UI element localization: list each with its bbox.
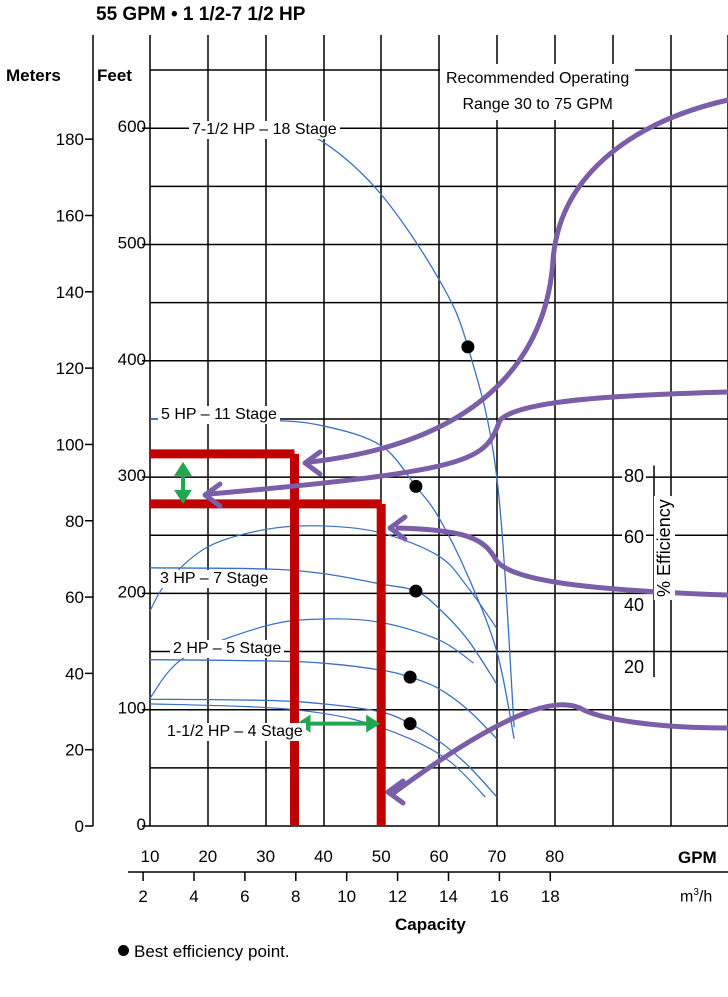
efficiency-axis-label: % Efficiency xyxy=(654,496,675,600)
m3h-tick-label-12: 12 xyxy=(388,887,407,906)
m3h-tick-label-10: 10 xyxy=(337,887,356,906)
meters-tick-label-40: 40 xyxy=(65,664,84,683)
meters-tick-label-60: 60 xyxy=(65,588,84,607)
feet-tick-label-300: 300 xyxy=(118,466,146,485)
series-label-5hp: 5 HP – 11 Stage xyxy=(158,406,280,424)
efficiency-tick-20: 20 xyxy=(622,657,647,678)
bep-dot-2 xyxy=(409,584,423,598)
meters-tick-label-140: 140 xyxy=(56,283,84,302)
head-difference-arrow-top xyxy=(174,461,192,476)
efficiency-curve-2 xyxy=(149,703,486,798)
recommended-range-label: Recommended Operating Range 30 to 75 GPM xyxy=(440,64,636,120)
range-line-2: Range 30 to 75 GPM xyxy=(462,96,613,113)
meters-tick-label-0: 0 xyxy=(75,817,84,836)
bep-legend: Best efficiency point. xyxy=(118,942,290,962)
m3h-tick-label-2: 2 xyxy=(138,887,147,906)
head-curve-2 xyxy=(149,567,498,685)
best-efficiency-points xyxy=(403,340,475,731)
feet-tick-label-600: 600 xyxy=(118,117,146,136)
m3h-tick-label-18: 18 xyxy=(541,887,560,906)
gpm-tick-label-20: 20 xyxy=(198,847,217,866)
series-label-7-5hp: 7-1/2 HP – 18 Stage xyxy=(189,121,340,139)
callout-arrow-2 xyxy=(207,389,728,497)
callout-arrows xyxy=(202,97,728,806)
capacity-difference-arrow-right xyxy=(366,714,381,733)
gpm-tick-label-30: 30 xyxy=(256,847,275,866)
callout-arrow-3-head xyxy=(387,514,408,542)
head-curve-4 xyxy=(149,698,498,798)
chart-title: 55 GPM • 1 1/2-7 1/2 HP xyxy=(96,4,306,25)
efficiency-tick-60: 60 xyxy=(622,527,647,548)
head-difference-arrow-bottom xyxy=(174,489,192,504)
feet-axis-label: Feet xyxy=(97,66,132,85)
callout-arrow-1 xyxy=(307,97,728,465)
gpm-unit-label: GPM xyxy=(678,848,717,867)
feet-tick-label-500: 500 xyxy=(118,234,146,253)
feet-tick-label-400: 400 xyxy=(118,350,146,369)
m3h-tail: /h xyxy=(698,888,713,906)
m3h-tick-label-16: 16 xyxy=(490,887,509,906)
m3h-tick-label-6: 6 xyxy=(240,887,249,906)
meters-tick-label-120: 120 xyxy=(56,359,84,378)
gpm-tick-label-10: 10 xyxy=(141,847,160,866)
meters-tick-label-100: 100 xyxy=(56,435,84,454)
callout-arrow-4 xyxy=(392,702,728,795)
range-line-1: Recommended Operating xyxy=(446,70,630,87)
m3h-tick-label-4: 4 xyxy=(189,887,198,906)
meters-tick-label-20: 20 xyxy=(65,741,84,760)
m3h-base: m xyxy=(680,888,694,906)
series-label-2hp: 2 HP – 5 Stage xyxy=(170,640,285,658)
callout-arrow-4-head xyxy=(385,778,406,806)
efficiency-tick-40: 40 xyxy=(622,595,647,616)
callout-arrow-3 xyxy=(395,525,728,598)
gpm-tick-label-80: 80 xyxy=(545,847,564,866)
feet-tick-label-100: 100 xyxy=(118,699,146,718)
series-label-3hp: 3 HP – 7 Stage xyxy=(157,570,272,588)
chart-grid xyxy=(149,35,728,827)
efficiency-tick-80: 80 xyxy=(622,466,647,487)
callout-arrow-2-head xyxy=(202,481,223,509)
gpm-tick-label-40: 40 xyxy=(314,847,333,866)
bep-dot-0 xyxy=(461,340,475,354)
feet-tick-label-0: 0 xyxy=(137,815,146,834)
feet-tick-label-200: 200 xyxy=(118,582,146,601)
meters-axis-label: Meters xyxy=(6,66,61,85)
bep-legend-text: Best efficiency point. xyxy=(134,942,290,961)
gpm-tick-label-60: 60 xyxy=(430,847,449,866)
gpm-tick-label-50: 50 xyxy=(372,847,391,866)
meters-tick-label-180: 180 xyxy=(56,130,84,149)
gpm-tick-label-70: 70 xyxy=(487,847,506,866)
meters-tick-label-160: 160 xyxy=(56,207,84,226)
bep-dot-4 xyxy=(403,717,417,731)
efficiency-curve-1 xyxy=(149,618,475,699)
x-axis-title: Capacity xyxy=(395,915,466,934)
tick-labels: 0 20 40 60 80 100 120 140 160 180 0 100 200 300 400 500… xyxy=(56,117,564,906)
m3h-tick-label-14: 14 xyxy=(439,887,458,906)
series-label-1-5hp: 1-1/2 HP – 4 Stage xyxy=(164,723,306,741)
bep-dot-3 xyxy=(403,670,417,684)
bep-dot-1 xyxy=(409,479,423,493)
head-curve-3 xyxy=(149,659,498,740)
m3h-tick-label-8: 8 xyxy=(291,887,300,906)
bep-legend-dot xyxy=(118,945,129,956)
head-curve-0 xyxy=(271,121,515,728)
operating-lines xyxy=(150,449,386,826)
m3h-exp: 3 xyxy=(693,887,699,898)
m3h-unit-label: m3/h xyxy=(680,887,712,906)
meters-tick-label-80: 80 xyxy=(65,512,84,531)
callout-arrow-1-head xyxy=(302,449,323,477)
